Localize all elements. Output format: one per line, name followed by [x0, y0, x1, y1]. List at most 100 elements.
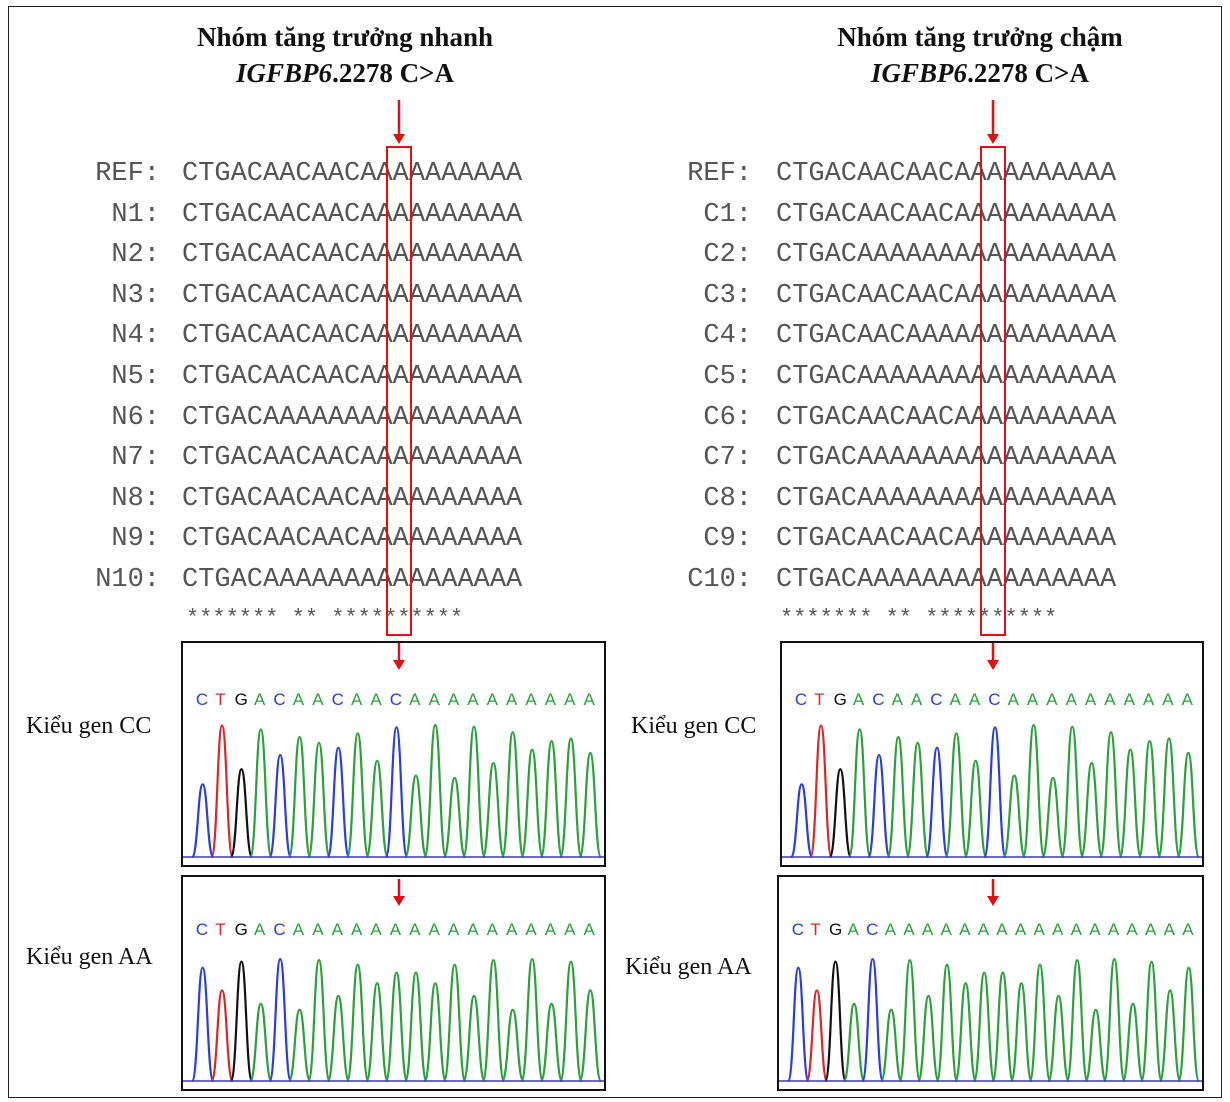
base-call-A: A — [448, 690, 460, 709]
variant-label: IGFBP6.2278 C>A — [95, 58, 595, 89]
ref-label: REF: — [687, 159, 752, 189]
conservation-stars: ******* ** ********** — [780, 606, 1058, 631]
panel-fast-growth: Nhóm tăng trưởng nhanh IGFBP6.2278 C>A R… — [26, 22, 606, 1091]
sample-label: N1: — [111, 199, 160, 230]
conservation-stars: ******* ** ********** — [186, 606, 464, 631]
trace-peak-A — [578, 989, 603, 1083]
base-call-A: A — [941, 920, 953, 939]
trace-peak-A — [462, 994, 486, 1083]
base-call-A: A — [1108, 920, 1120, 939]
trace-peak-T — [210, 724, 234, 859]
trace-peak-A — [520, 748, 544, 859]
base-call-A: A — [409, 690, 421, 709]
sample-label: C10: — [687, 565, 752, 595]
base-call-A: A — [1162, 690, 1174, 709]
base-call-A: A — [848, 920, 860, 939]
trace-peak-A — [365, 759, 389, 859]
base-call-A: A — [969, 690, 981, 709]
base-call-C: C — [795, 690, 807, 709]
trace-peak-A — [1065, 959, 1089, 1083]
trace-peak-A — [501, 731, 525, 859]
base-call-G: G — [235, 920, 248, 939]
sample-sequence: CTGACAAAAAAAAAAAAAAAA — [776, 362, 1117, 392]
base-call-A: A — [1182, 920, 1194, 939]
red-arrow-icon — [393, 879, 405, 906]
trace-peak-A — [287, 735, 312, 859]
trace-peak-G — [229, 768, 254, 859]
base-call-C: C — [332, 690, 344, 709]
sample-sequence: CTGACAACAACAAAAAAAAAA — [182, 483, 523, 514]
trace-peak-C — [190, 783, 215, 859]
base-call-C: C — [196, 920, 208, 939]
base-call-A: A — [312, 690, 324, 709]
base-call-A: A — [487, 690, 499, 709]
trace-peak-A — [1060, 725, 1085, 859]
trace-peak-A — [1084, 1008, 1108, 1083]
trace-peak-A — [954, 982, 977, 1083]
base-call-A: A — [584, 920, 596, 939]
sample-label: N7: — [111, 443, 160, 474]
base-call-A: A — [1164, 920, 1176, 939]
variant-position: .2278 C>A — [967, 58, 1089, 88]
base-call-A: A — [1143, 690, 1155, 709]
trace-peak-T — [210, 989, 234, 1083]
sample-sequence: CTGACAAAAAAAAAAAAAAAA — [776, 443, 1117, 474]
trace-peak-A — [1177, 966, 1201, 1083]
base-call-A: A — [885, 920, 897, 939]
base-call-A: A — [950, 690, 962, 709]
trace-peak-G — [229, 960, 254, 1083]
red-arrow-icon — [987, 879, 999, 906]
ref-label: REF: — [95, 159, 160, 189]
figure-frame — [8, 6, 1222, 1098]
base-call-T: T — [810, 920, 820, 939]
snp-highlight-box — [980, 146, 1006, 636]
trace-peak-A — [462, 725, 486, 859]
base-call-A: A — [506, 690, 518, 709]
trace-peak-A — [1140, 960, 1163, 1083]
sample-label: N4: — [111, 321, 160, 352]
base-call-C: C — [988, 690, 1000, 709]
base-call-G: G — [235, 690, 248, 709]
base-call-A: A — [506, 920, 518, 939]
sample-sequence: CTGACAACAACAAAAAAAAAA — [182, 524, 523, 555]
snp-highlight-box — [386, 146, 412, 636]
trace-peak-A — [991, 971, 1015, 1083]
trace-peak-A — [539, 740, 564, 859]
base-call-A: A — [564, 690, 576, 709]
sample-label: N10: — [95, 565, 160, 595]
base-call-A: A — [996, 920, 1008, 939]
sample-label: N2: — [111, 240, 160, 271]
sample-label: N3: — [111, 280, 160, 311]
trace-peak-A — [1079, 761, 1104, 859]
base-call-A: A — [312, 920, 324, 939]
trace-peak-C — [861, 957, 884, 1083]
red-arrow-icon — [987, 643, 999, 670]
sample-label: C1: — [703, 199, 752, 230]
trace-peak-A — [559, 960, 583, 1083]
base-call-A: A — [1145, 920, 1157, 939]
trace-peak-A — [501, 1008, 525, 1083]
sample-sequence: CTGACAACAACAAAAAAAAAA — [776, 524, 1117, 555]
ref-sequence: CTGACAACAACAAAAAAAAAA — [776, 159, 1117, 189]
trace-peak-A — [935, 963, 959, 1083]
trace-peak-T — [809, 724, 833, 859]
ref-sequence: CTGACAACAACAAAAAAAAAA — [182, 159, 523, 189]
panel-slow-growth: Nhóm tăng trưởng chậm IGFBP6.2278 C>A RE… — [595, 0, 1210, 1102]
base-call-G: G — [829, 920, 842, 939]
trace-peak-A — [345, 732, 370, 859]
sample-label: N5: — [111, 362, 160, 392]
trace-peak-A — [345, 963, 370, 1083]
trace-peak-A — [1041, 776, 1065, 859]
red-arrow-icon — [393, 643, 405, 670]
trace-peak-A — [944, 732, 969, 859]
variant-label: IGFBP6.2278 C>A — [730, 58, 1230, 89]
trace-peak-A — [423, 982, 448, 1083]
base-call-A: A — [1104, 690, 1116, 709]
base-call-A: A — [254, 920, 266, 939]
sample-sequence: CTGACAAAAAAAAAAAAAAAA — [776, 483, 1117, 514]
base-call-A: A — [545, 690, 557, 709]
trace-peak-A — [249, 728, 273, 859]
